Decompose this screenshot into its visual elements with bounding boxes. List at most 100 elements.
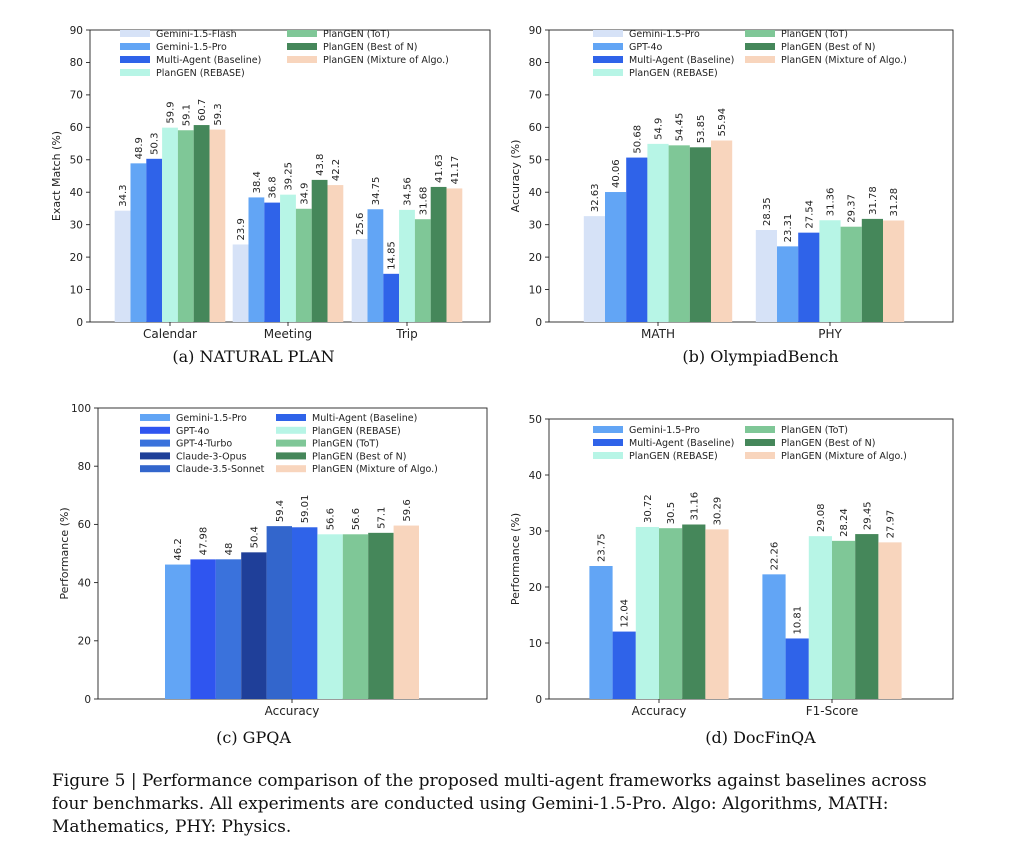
legend-entry: GPT-4o — [176, 426, 209, 437]
legend-entry: PlanGEN (REBASE) — [312, 426, 401, 437]
chart-panel-gpqa: 0 20 40 60 80 100 Performance (%) 46.2 47.98 48 50… — [0, 385, 507, 765]
bar — [317, 534, 343, 699]
bar — [705, 529, 729, 699]
chart-natural-plan: 0 10 20 30 40 50 60 70 80 90 Exact Match (%) 34.3 48… — [50, 25, 491, 341]
y-tick-label: 80 — [70, 57, 83, 69]
bar — [819, 220, 841, 322]
bar-value-label: 28.35 — [762, 197, 773, 226]
x-tick-label: Meeting — [264, 327, 312, 341]
bar-value-label: 30.5 — [666, 502, 677, 524]
bar-value-label: 31.16 — [689, 492, 700, 521]
bar-value-label: 56.6 — [326, 508, 337, 530]
bar — [383, 273, 400, 322]
legend-swatch — [745, 452, 775, 459]
legend-swatch — [276, 414, 306, 421]
bar-value-label: 59.6 — [402, 499, 413, 521]
bar — [446, 188, 463, 322]
bar — [393, 525, 419, 699]
bar-value-label: 31.68 — [418, 187, 429, 216]
chart-gpqa: 0 20 40 60 80 100 Performance (%) 46.2 47.98 48 50… — [58, 403, 488, 718]
bar-value-label: 31.28 — [889, 188, 900, 217]
bar-value-label: 59.01 — [300, 495, 311, 524]
bar-value-label: 59.4 — [275, 500, 286, 522]
bar — [605, 192, 627, 322]
x-tick-label: PHY — [818, 327, 842, 341]
bar-value-label: 59.1 — [181, 104, 192, 126]
bar — [583, 216, 605, 322]
y-tick-label: 0 — [535, 317, 542, 329]
bar — [659, 528, 683, 699]
y-tick-label: 100 — [71, 403, 91, 415]
legend-swatch — [745, 43, 775, 50]
legend-entry: PlanGEN (Mixture of Algo.) — [323, 55, 449, 66]
bar — [162, 127, 178, 322]
y-tick-label: 60 — [78, 519, 91, 531]
chart-docfinqa: 0 10 20 30 40 50 Performance (%) 23.75 12.04 30.7… — [509, 414, 954, 718]
bar — [209, 129, 226, 322]
y-axis-label: Accuracy (%) — [509, 140, 522, 213]
bar — [311, 179, 328, 322]
legend-swatch — [593, 452, 623, 459]
bar-value-label: 28.24 — [839, 508, 850, 537]
legend-entry: PlanGEN (REBASE) — [156, 68, 245, 79]
subcaption-gpqa: (c) GPQA — [216, 728, 291, 747]
legend-entry: PlanGEN (Mixture of Algo.) — [781, 55, 907, 66]
figure-caption: Figure 5 | Performance comparison of the… — [52, 771, 927, 837]
y-tick-label: 50 — [529, 414, 542, 426]
legend-entry: Gemini-1.5-Flash — [156, 29, 237, 40]
bar-value-label: 31.78 — [868, 186, 879, 215]
bar-value-label: 10.81 — [793, 606, 804, 635]
bar — [114, 210, 131, 322]
bar-value-label: 50.4 — [249, 526, 260, 548]
bar-value-label: 48 — [224, 543, 235, 556]
x-tick-label: MATH — [641, 327, 675, 341]
y-tick-label: 70 — [70, 90, 83, 102]
bar-value-label: 23.75 — [597, 533, 608, 562]
bar-value-label: 57.1 — [376, 507, 387, 529]
legend-entry: Multi-Agent (Baseline) — [629, 55, 734, 66]
bar-value-label: 27.97 — [886, 510, 897, 539]
y-tick-label: 0 — [84, 694, 91, 706]
bar — [232, 244, 249, 322]
bar-value-label: 41.17 — [450, 156, 461, 185]
bar — [130, 163, 147, 322]
x-tick-label: Trip — [395, 327, 417, 341]
y-tick-label: 50 — [70, 155, 83, 167]
y-tick-label: 0 — [535, 694, 542, 706]
legend-entry: PlanGEN (Mixture of Algo.) — [781, 451, 907, 462]
subcaption-natural-plan: (a) NATURAL PLAN — [172, 347, 335, 366]
y-tick-label: 0 — [76, 317, 83, 329]
bar-value-label: 29.45 — [862, 501, 873, 530]
bar-value-label: 43.8 — [315, 154, 326, 176]
legend-swatch — [120, 56, 150, 63]
bar — [177, 130, 194, 322]
x-tick-label: Accuracy — [632, 704, 687, 718]
bar-value-label: 53.85 — [696, 115, 707, 144]
bar-value-label: 50.68 — [632, 125, 643, 154]
bar — [292, 527, 318, 699]
bar — [612, 631, 636, 699]
legend-swatch — [276, 465, 306, 473]
bar-value-label: 38.4 — [252, 171, 263, 193]
bar — [351, 238, 368, 322]
plot-frame — [548, 418, 954, 700]
legend-swatch — [140, 452, 170, 460]
legend-entry: PlanGEN (Best of N) — [781, 42, 875, 53]
legend-swatch — [140, 426, 170, 434]
y-tick-label: 90 — [529, 25, 542, 37]
y-tick-label: 80 — [78, 461, 91, 473]
bar — [215, 559, 242, 699]
x-tick-label: Accuracy — [265, 704, 320, 718]
bar-value-label: 48.9 — [134, 137, 145, 159]
bar — [241, 552, 267, 699]
legend-swatch — [120, 69, 150, 76]
bar-value-label: 41.63 — [434, 154, 445, 183]
legend-swatch — [745, 439, 775, 446]
legend-entry: Multi-Agent (Baseline) — [312, 413, 417, 424]
bar-value-label: 55.94 — [717, 108, 728, 137]
chart-panel-docfinqa: 0 10 20 30 40 50 Performance (%) 23.75 12.04 30.7… — [507, 385, 1014, 765]
y-tick-label: 30 — [529, 526, 542, 538]
legend-swatch — [593, 30, 623, 37]
y-tick-label: 40 — [529, 187, 542, 199]
bar-value-label: 56.6 — [351, 508, 362, 530]
